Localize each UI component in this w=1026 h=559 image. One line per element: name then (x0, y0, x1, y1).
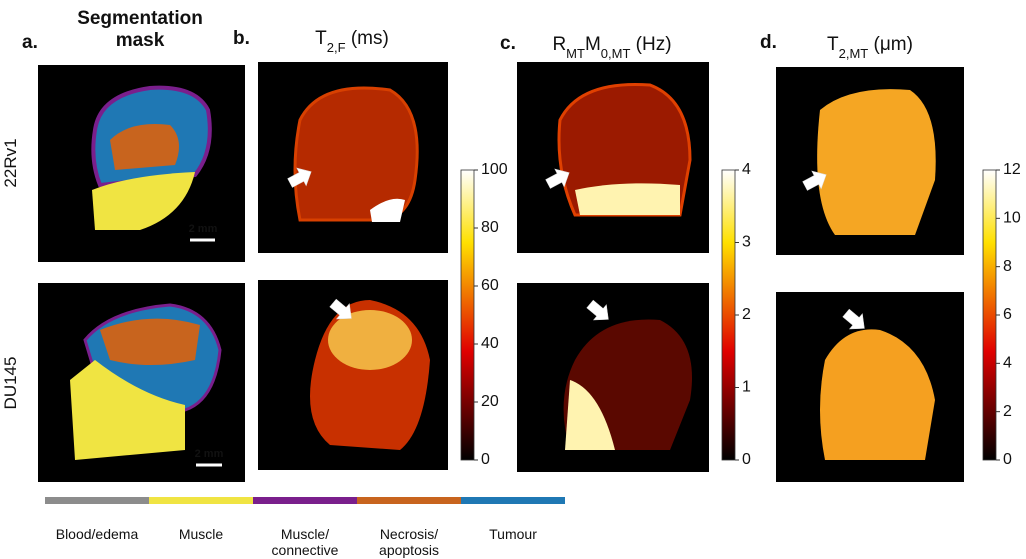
colorbar-tick-label: 0 (481, 451, 490, 468)
legend-swatch (253, 497, 357, 504)
colorbar-tick-label: 80 (481, 219, 499, 236)
legend-swatch (45, 497, 149, 504)
panel-title: T2,MT (μm) (827, 34, 913, 61)
title-part: (μm) (868, 34, 913, 55)
title-part: M (585, 34, 601, 55)
legend-label: Muscle (179, 526, 224, 542)
colorbar-tick-label: 3 (742, 234, 751, 251)
title-part: (Hz) (630, 34, 671, 55)
colorbar-tick-label: 0 (1003, 451, 1012, 468)
region (100, 319, 200, 365)
legend-label: Muscle/ (281, 526, 329, 542)
scale-bar-label: 2 mm (189, 223, 218, 235)
legend-swatch (357, 497, 461, 504)
panel-title: mask (116, 30, 165, 51)
title-part: 2,MT (839, 46, 869, 61)
title-part: T (315, 28, 327, 49)
legend-label: connective (272, 542, 339, 558)
legend-label: Necrosis/ (380, 526, 438, 542)
panel-label: b. (233, 28, 250, 49)
colorbar-tick-label: 6 (1003, 306, 1012, 323)
title-part: T (827, 34, 839, 55)
tissue (817, 89, 936, 235)
legend-label: Tumour (489, 526, 537, 542)
panel-label: a. (22, 32, 38, 53)
panel-label: d. (760, 32, 777, 53)
rmt-images (517, 62, 709, 472)
colorbar-tick-label: 100 (481, 161, 508, 178)
title-part: (ms) (346, 28, 389, 49)
t2f-images (258, 62, 448, 470)
title-part: MT (566, 46, 585, 61)
colorbar-tick-label: 20 (481, 393, 499, 410)
panel-title: Segmentation (77, 8, 203, 29)
colorbar-tick-label: 10 (1003, 210, 1021, 227)
colorbar-tick-label: 4 (1003, 355, 1012, 372)
colorbar (722, 170, 735, 460)
title-part: R (552, 34, 566, 55)
title-part: 0,MT (601, 46, 631, 61)
colorbar-tick-label: 60 (481, 277, 499, 294)
colorbar-tick-label: 0 (742, 451, 751, 468)
colorbar-tick-label: 2 (1003, 403, 1012, 420)
panel-title: T2,F (ms) (315, 28, 389, 55)
panel-title: RMTM0,MT (Hz) (552, 34, 671, 61)
legend-label: Blood/edema (56, 526, 139, 542)
title-part: 2,F (327, 40, 346, 55)
figure: 22Rv1DU145a.Segmentationmask2 mm2 mmb.T2… (0, 0, 1026, 559)
t2mt-images (776, 67, 964, 482)
legend-swatch (461, 497, 565, 504)
legend-label: apoptosis (379, 542, 439, 558)
scale-bar-label: 2 mm (195, 448, 224, 460)
colorbar (983, 170, 996, 460)
colorbar-tick-label: 4 (742, 161, 751, 178)
colorbar-tick-label: 12 (1003, 161, 1021, 178)
colorbar-tick-label: 1 (742, 379, 751, 396)
tissue (575, 183, 680, 215)
segmentation-images (38, 65, 245, 482)
row-label: 22Rv1 (1, 138, 20, 187)
colorbar (461, 170, 474, 460)
colorbar-tick-label: 8 (1003, 258, 1012, 275)
colorbar-tick-label: 2 (742, 306, 751, 323)
legend-swatch (149, 497, 253, 504)
panel-label: c. (500, 33, 516, 54)
colorbar-tick-label: 40 (481, 335, 499, 352)
row-label: DU145 (1, 357, 20, 410)
